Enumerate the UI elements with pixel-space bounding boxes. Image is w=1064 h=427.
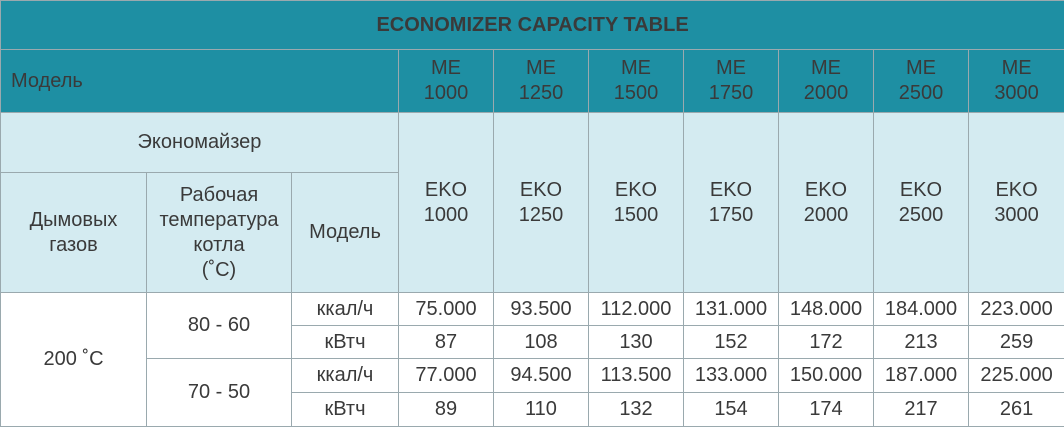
model-sub-label: Модель xyxy=(292,173,399,293)
table-cell: 130 xyxy=(589,326,684,359)
table-cell: 132 xyxy=(589,393,684,427)
table-cell: 93.500 xyxy=(494,293,589,326)
table-cell: 174 xyxy=(779,393,874,427)
table-cell: 187.000 xyxy=(874,359,969,393)
unit-label: ккал/ч xyxy=(292,359,399,393)
table-cell: 217 xyxy=(874,393,969,427)
table-cell: 259 xyxy=(969,326,1064,359)
table-cell: 133.000 xyxy=(684,359,779,393)
table-cell: 223.000 xyxy=(969,293,1064,326)
table-cell: 108 xyxy=(494,326,589,359)
table-cell: 225.000 xyxy=(969,359,1064,393)
table-cell: 148.000 xyxy=(779,293,874,326)
table-cell: 184.000 xyxy=(874,293,969,326)
table-cell: 113.500 xyxy=(589,359,684,393)
table-cell: 94.500 xyxy=(494,359,589,393)
flue-gas-temperature: 200 ˚C xyxy=(1,293,147,427)
table-title: ECONOMIZER CAPACITY TABLE xyxy=(1,1,1064,50)
unit-label: кВтч xyxy=(292,326,399,359)
table-cell: 154 xyxy=(684,393,779,427)
table-cell: 261 xyxy=(969,393,1064,427)
table-cell: 89 xyxy=(399,393,494,427)
temperature-range: 80 - 60 xyxy=(147,293,292,359)
economizer-label: Экономайзер xyxy=(1,113,399,173)
table-cell: 110 xyxy=(494,393,589,427)
unit-label: кВтч xyxy=(292,393,399,427)
table-cell: 150.000 xyxy=(779,359,874,393)
table-cell: 87 xyxy=(399,326,494,359)
table-cell: 213 xyxy=(874,326,969,359)
temperature-range: 70 - 50 xyxy=(147,359,292,427)
table-cell: 152 xyxy=(684,326,779,359)
table-cell: 131.000 xyxy=(684,293,779,326)
table-cell: 75.000 xyxy=(399,293,494,326)
unit-label: ккал/ч xyxy=(292,293,399,326)
model-header-label: Модель xyxy=(1,50,399,113)
table-cell: 172 xyxy=(779,326,874,359)
table-cell: 77.000 xyxy=(399,359,494,393)
table-cell: 112.000 xyxy=(589,293,684,326)
